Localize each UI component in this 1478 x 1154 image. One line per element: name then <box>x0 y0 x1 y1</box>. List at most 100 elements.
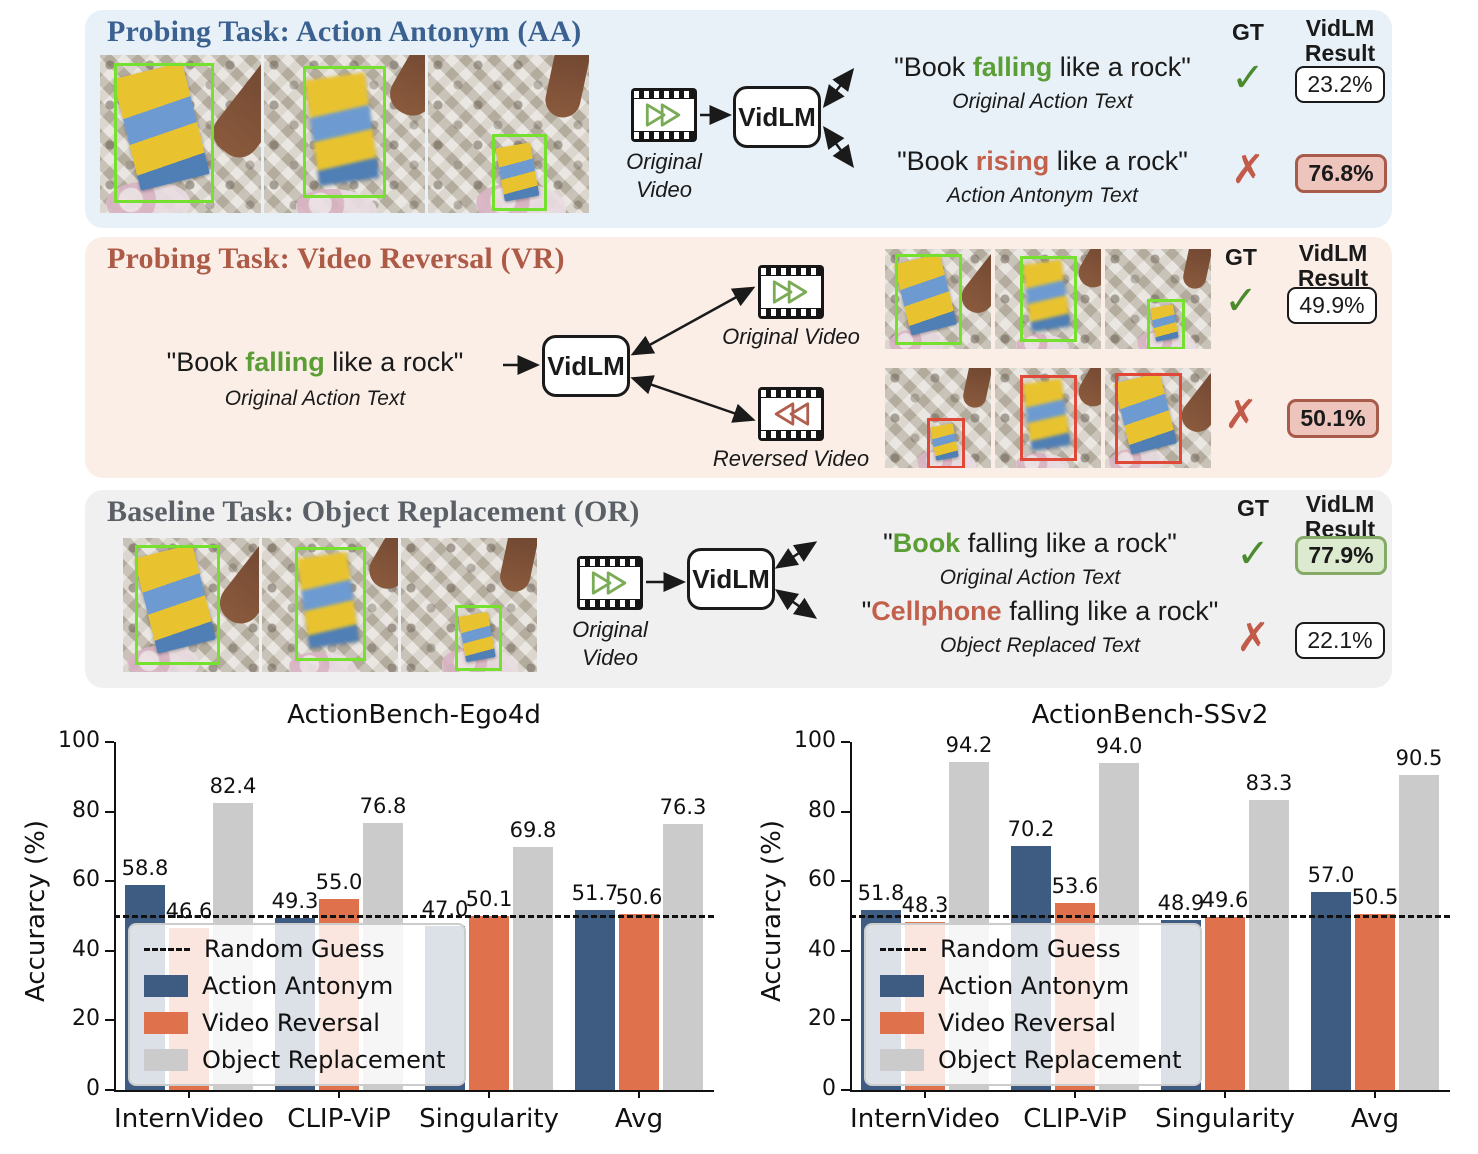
bounding-box <box>455 605 503 672</box>
video-frame <box>885 368 991 468</box>
panel-video-reversal: Probing Task: Video Reversal (VR) "Book … <box>85 237 1392 478</box>
y-tick-label: 60 <box>808 867 836 893</box>
y-tick-mark <box>105 880 114 883</box>
video-caption: Original Video <box>626 149 702 202</box>
bar-value-label: 69.8 <box>509 818 557 843</box>
video-frame <box>100 55 261 213</box>
x-tick-label: Avg <box>614 1104 664 1134</box>
x-tick-label: CLIP-ViP <box>1023 1104 1127 1134</box>
y-tick-label: 80 <box>72 797 100 823</box>
action-text: "Cellphone falling like a rock" <box>861 596 1219 626</box>
y-tick-label: 100 <box>58 728 100 753</box>
y-tick-mark <box>105 741 114 743</box>
panel-title: Probing Task: Video Reversal (VR) <box>107 242 565 275</box>
fast-forward-icon <box>591 571 627 595</box>
y-tick-mark <box>841 949 850 952</box>
bar <box>1399 775 1439 1090</box>
x-axis-line <box>850 1090 1450 1092</box>
y-tick-mark <box>105 949 114 952</box>
result-header: VidLM Result <box>1304 491 1376 543</box>
chart-actionbench-ssv2: ActionBench-SSv2 Accurarcy (%) 0 20 40 60 80 10… <box>757 700 1472 1154</box>
vidlm-model-box: VidLM <box>542 335 630 397</box>
legend-label: Action Antonym <box>938 972 1130 1000</box>
legend-label: Random Guess <box>204 935 385 963</box>
panel-action-antonym: Probing Task: Action Antonym (AA) Origin… <box>85 10 1392 228</box>
gt-check-icon: ✓ <box>1236 531 1270 577</box>
keyword: Book <box>892 528 961 558</box>
chart-actionbench-ego4d: ActionBench-Ego4d Accurarcy (%) 0 20 40 60 80 1… <box>21 700 736 1154</box>
bar-value-label: 46.6 <box>165 898 213 923</box>
video-frame <box>401 538 537 672</box>
legend-item: Object Replacement <box>880 1046 1182 1074</box>
x-tick-label: InternVideo <box>850 1104 1000 1134</box>
legend-item: Action Antonym <box>144 972 446 1000</box>
bounding-box <box>302 66 386 199</box>
vidlm-result-box: 50.1% <box>1287 399 1379 438</box>
x-tick-label: CLIP-ViP <box>287 1104 391 1134</box>
keyword: rising <box>975 146 1050 176</box>
vidlm-result-box: 76.8% <box>1295 154 1387 193</box>
gt-cross-icon: ✗ <box>1224 392 1258 438</box>
x-tick-mark <box>188 1090 190 1098</box>
bar-value-label: 82.4 <box>209 774 257 799</box>
x-tick-label: Avg <box>1350 1104 1400 1134</box>
y-tick-label: 20 <box>72 1006 100 1032</box>
result-header: VidLM Result <box>1297 240 1369 292</box>
bar-value-label: 48.9 <box>1157 890 1205 915</box>
x-tick-mark <box>1224 1090 1226 1098</box>
x-axis-line <box>114 1090 714 1092</box>
bar-value-label: 53.6 <box>1051 874 1099 899</box>
keyword: falling <box>972 52 1053 82</box>
gt-header: GT <box>1232 19 1264 45</box>
vidlm-result-box: 49.9% <box>1287 287 1377 324</box>
panel-title: Baseline Task: Object Replacement (OR) <box>107 495 640 528</box>
y-tick-label: 100 <box>794 728 836 753</box>
y-tick-mark <box>105 1019 114 1022</box>
bar <box>575 910 615 1090</box>
bar <box>1355 914 1395 1090</box>
video-frame <box>262 538 398 672</box>
action-text: "Book falling like a rock" <box>894 52 1191 82</box>
filmstrip-rewind-icon <box>758 387 824 441</box>
x-tick-mark <box>338 1090 340 1098</box>
fast-forward-icon <box>645 103 681 127</box>
gt-cross-icon: ✗ <box>1236 615 1270 661</box>
video-caption: Reversed Video <box>712 446 870 471</box>
bar <box>1311 891 1351 1090</box>
video-caption: Original Video <box>572 617 648 670</box>
gt-header: GT <box>1237 495 1269 521</box>
bounding-box <box>1020 375 1078 461</box>
color-swatch <box>144 1049 188 1071</box>
video-frame <box>1105 249 1211 349</box>
video-frame <box>428 55 589 213</box>
bounding-box <box>1020 256 1078 342</box>
bounding-box <box>135 544 221 665</box>
cloth <box>296 189 377 213</box>
legend-item: Video Reversal <box>144 1009 446 1037</box>
legend-item: Random Guess <box>144 935 446 963</box>
color-swatch <box>144 1012 188 1034</box>
bar <box>513 847 553 1090</box>
bounding-box <box>1114 373 1182 464</box>
action-text: "Book falling like a rock" <box>166 347 464 377</box>
y-tick-mark <box>105 810 114 813</box>
y-tick-label: 20 <box>808 1006 836 1032</box>
y-tick-mark <box>841 1089 850 1091</box>
gt-cross-icon: ✗ <box>1231 147 1265 193</box>
vidlm-result-box: 22.1% <box>1295 622 1385 659</box>
bounding-box <box>114 62 214 204</box>
bounding-box <box>927 418 966 468</box>
bar-value-label: 90.5 <box>1395 746 1443 771</box>
keyword: Cellphone <box>871 596 1002 626</box>
bar-value-label: 55.0 <box>315 869 363 894</box>
video-frame <box>1105 368 1211 468</box>
bar-value-label: 49.6 <box>1201 888 1249 913</box>
y-tick-label: 0 <box>822 1076 836 1101</box>
bounding-box <box>1147 299 1186 349</box>
bar-value-label: 58.8 <box>121 856 169 881</box>
y-tick-mark <box>841 880 850 883</box>
random-guess-line <box>114 915 714 918</box>
bounding-box <box>894 254 962 345</box>
gt-check-icon: ✓ <box>1224 278 1258 324</box>
